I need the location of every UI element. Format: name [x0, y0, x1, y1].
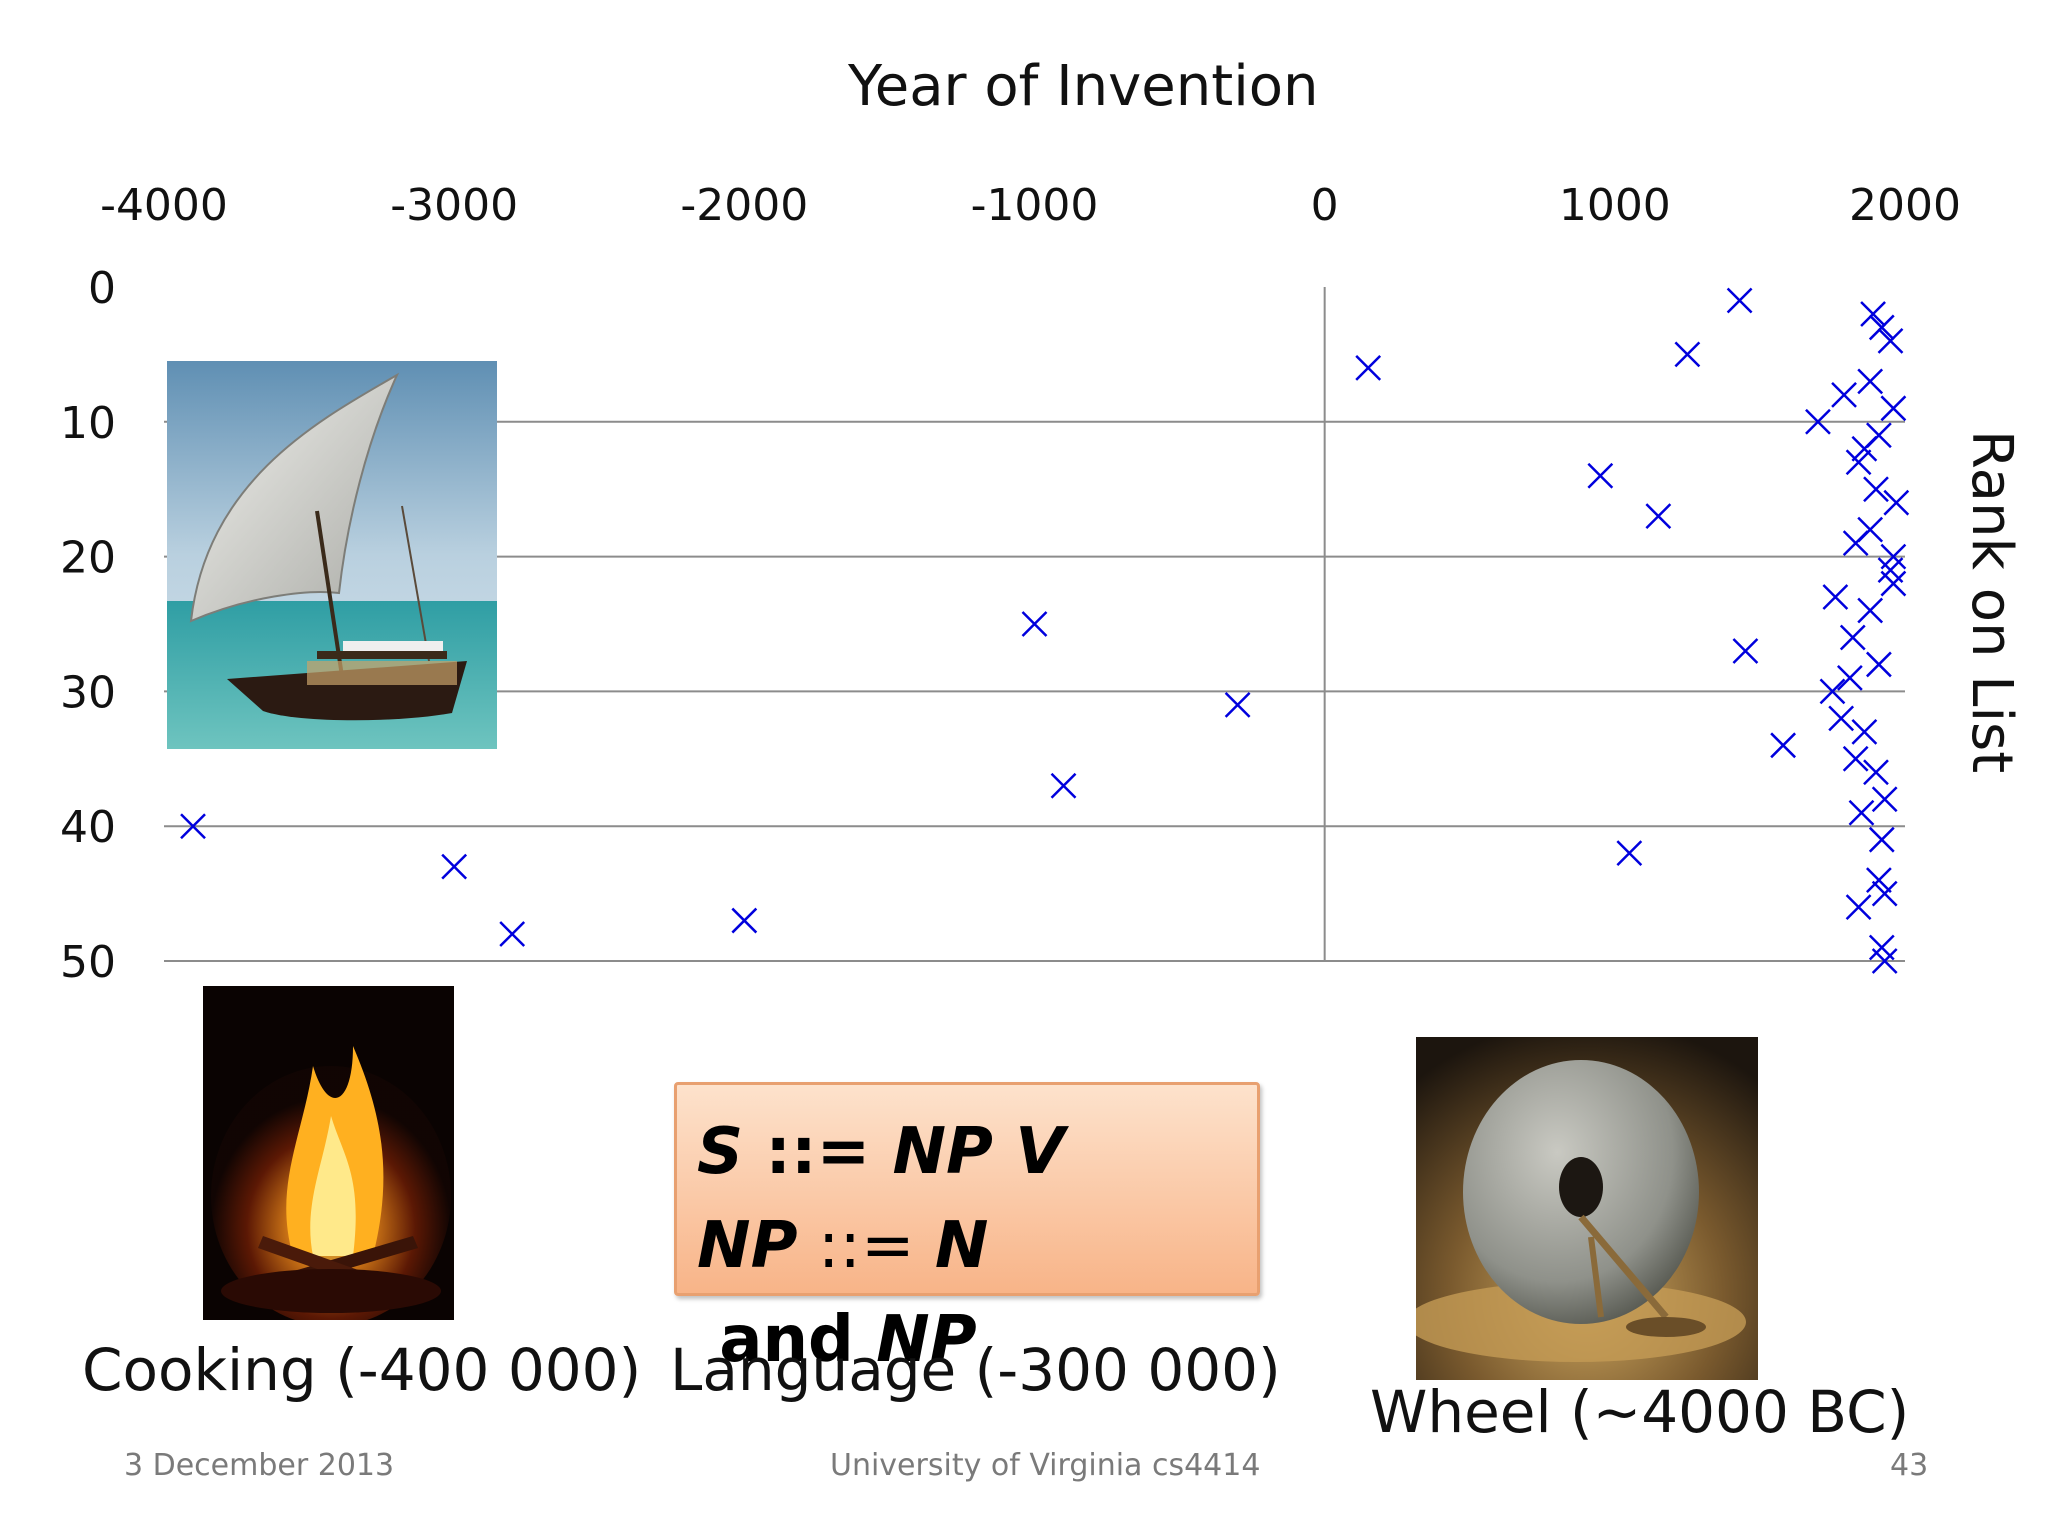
grammar-rhs: N: [934, 1209, 989, 1283]
data-point: [1871, 948, 1898, 974]
chart-title: Year of Invention: [848, 54, 1319, 119]
data-point: [1857, 597, 1884, 624]
data-point: [1770, 732, 1797, 759]
grammar-operator: ::=: [743, 1115, 893, 1189]
language-caption: Language (-300 000): [670, 1336, 1281, 1404]
data-point: [1877, 328, 1904, 354]
data-point: [499, 921, 526, 947]
x-tick-label: -1000: [971, 180, 1099, 231]
slide-number: 43: [1890, 1448, 1929, 1483]
data-point: [1871, 786, 1898, 813]
data-point: [1860, 301, 1886, 327]
grammar-symbol: S: [697, 1115, 744, 1189]
data-point: [1868, 314, 1895, 341]
data-point: [441, 853, 468, 880]
y-tick-label: 40: [60, 802, 116, 853]
data-point: [1880, 570, 1907, 597]
x-tick-label: 2000: [1849, 180, 1961, 231]
data-point: [180, 813, 206, 840]
data-point: [1883, 489, 1910, 516]
cooking-caption: Cooking (-400 000): [82, 1336, 642, 1404]
data-point: [1871, 880, 1898, 907]
x-tick-label: -2000: [680, 180, 808, 231]
data-point: [1822, 584, 1849, 610]
campfire-image: [203, 986, 454, 1320]
grammar-rules-box: S ::= NP V NP ::= N and NP: [674, 1082, 1260, 1377]
data-point: [1839, 624, 1866, 651]
grammar-line-1: S ::= NP V: [697, 1105, 1257, 1199]
data-point: [1880, 395, 1907, 422]
x-tick-label: -3000: [390, 180, 518, 231]
y-tick-label: 10: [60, 398, 116, 449]
data-point: [1726, 287, 1753, 314]
wheel-caption: Wheel (~4000 BC): [1370, 1378, 1910, 1446]
x-tick-label: 1000: [1559, 180, 1671, 231]
data-point: [1851, 718, 1878, 745]
footer-course: University of Virginia cs4414: [830, 1448, 1261, 1483]
footer-date: 3 December 2013: [124, 1448, 395, 1483]
data-point: [1863, 476, 1889, 503]
grammar-operator: ::=: [797, 1209, 935, 1283]
data-point: [1851, 435, 1878, 462]
data-point: [1355, 354, 1382, 381]
data-point: [1587, 462, 1614, 489]
data-point: [1674, 341, 1701, 368]
data-point: [1805, 408, 1831, 435]
data-point: [1224, 691, 1251, 718]
stone-wheel-image: [1416, 1037, 1758, 1380]
data-point: [1645, 503, 1672, 530]
y-tick-label: 20: [60, 533, 116, 584]
y-tick-label: 30: [60, 667, 116, 718]
y-tick-label: 0: [88, 263, 116, 314]
data-point: [1857, 368, 1884, 395]
grammar-rhs: NP V: [892, 1115, 1065, 1189]
sailboat-image: [167, 361, 497, 749]
data-point: [1842, 530, 1869, 557]
data-point: [1828, 705, 1855, 732]
data-point: [1866, 867, 1892, 894]
data-point: [1868, 826, 1895, 853]
x-tick-label: -4000: [100, 180, 228, 231]
grammar-and: and: [697, 1303, 877, 1377]
data-point: [1863, 759, 1889, 786]
data-point: [1021, 611, 1048, 637]
data-point: [1050, 772, 1077, 799]
grammar-line-2: NP ::= N and NP: [697, 1199, 1257, 1387]
data-point: [1848, 799, 1875, 826]
data-point: [1732, 638, 1759, 664]
grammar-symbol: NP: [697, 1209, 798, 1283]
data-point: [1836, 665, 1863, 691]
data-point: [1616, 840, 1643, 867]
data-point: [1866, 651, 1892, 678]
x-tick-label: 0: [1311, 180, 1339, 231]
y-axis-label: Rank on List: [1959, 430, 2024, 774]
data-point: [1842, 745, 1869, 772]
grammar-rhs: NP: [876, 1303, 977, 1377]
data-point: [1845, 449, 1872, 476]
data-point: [731, 907, 758, 934]
data-point: [1819, 678, 1846, 705]
data-point: [1845, 894, 1872, 920]
y-tick-label: 50: [60, 937, 116, 988]
data-point: [1831, 381, 1857, 408]
